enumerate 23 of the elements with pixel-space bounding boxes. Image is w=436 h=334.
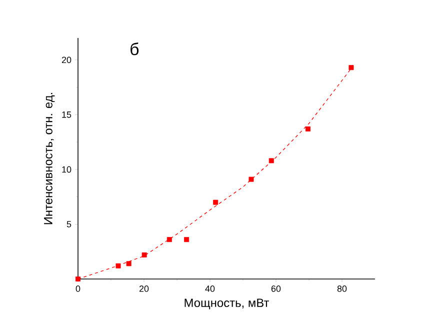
point [116,263,121,268]
point [166,237,172,242]
y-tick-label: 20 [62,56,72,64]
x-tick-label: 40 [205,286,215,292]
point [213,200,218,205]
y-tick-label: 10 [62,166,72,173]
point [126,261,132,266]
x-tick-label: 80 [337,286,347,292]
x-tick-label: 60 [271,286,281,292]
point [142,252,147,258]
y-axis-title: Интенсивность, отн. ед. [44,92,55,224]
x-tick-label: 0 [76,286,80,292]
y-tick-label: 15 [62,112,72,118]
annotation: б [130,42,139,56]
point [76,276,80,282]
point [268,158,274,164]
x-axis-title: Мощность, мВт [184,298,270,310]
point [306,126,310,132]
y-tick-label: 5 [66,221,72,228]
point [348,65,354,70]
point [248,176,254,182]
point [184,237,190,242]
x-tick-label: 20 [139,286,149,292]
